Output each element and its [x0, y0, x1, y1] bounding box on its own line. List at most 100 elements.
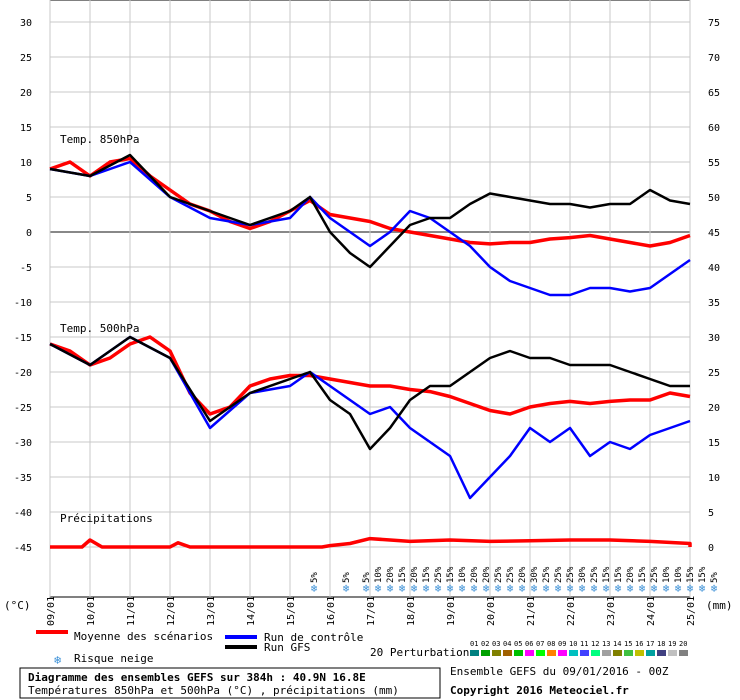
date-tick-label: 09/01 — [46, 596, 57, 626]
legend: Moyenne des scénarios Run de contrôle Ru… — [36, 630, 688, 667]
left-tick-label: 5 — [26, 193, 32, 204]
date-tick-label: 10/01 — [86, 596, 97, 626]
perturbation-number: 05 — [514, 640, 522, 648]
snow-risk-label: 20% — [626, 566, 636, 583]
series-line-precip — [50, 536, 692, 549]
right-tick-label: 10 — [708, 473, 720, 484]
footer-subtitle: Températures 850hPa et 500hPa (°C) , pré… — [28, 684, 399, 697]
right-tick-label: 25 — [708, 368, 720, 379]
snowflake-icon: ❄ — [507, 582, 514, 595]
date-tick-label: 24/01 — [646, 596, 657, 626]
label-temp-500: Temp. 500hPa — [60, 322, 139, 335]
snow-risk-label: 5% — [310, 572, 320, 583]
date-tick-label: 14/01 — [246, 596, 257, 626]
series-line-t500 — [49, 335, 691, 500]
legend-mean-label: Moyenne des scénarios — [74, 630, 213, 643]
date-tick-label: 15/01 — [286, 596, 297, 626]
snow-risk-label: 5% — [362, 572, 372, 583]
snow-risk-label: 15% — [422, 566, 432, 583]
date-tick-label: 20/01 — [486, 596, 497, 626]
perturbation-number: 20 — [679, 640, 687, 648]
snowflake-icon: ❄ — [483, 582, 490, 595]
snowflake-icon: ❄ — [495, 582, 502, 595]
legend-perturbations-label: 20 Perturbations — [370, 646, 476, 659]
perturbation-number: 13 — [602, 640, 610, 648]
snowflake-icon: ❄ — [399, 582, 406, 595]
footer-copyright: Copyright 2016 Meteociel.fr — [450, 684, 629, 697]
right-tick-label: 65 — [708, 88, 720, 99]
snow-risk-label: 15% — [638, 566, 648, 583]
snowflake-icon: ❄ — [639, 582, 646, 595]
snowflake-icon: ❄ — [435, 582, 442, 595]
right-tick-label: 60 — [708, 123, 720, 134]
perturbation-number: 07 — [536, 640, 544, 648]
perturbation-number: 01 — [470, 640, 478, 648]
series-line-t850 — [49, 156, 691, 248]
perturbation-swatch — [547, 650, 556, 656]
perturbation-swatch — [624, 650, 633, 656]
snowflake-icon: ❄ — [663, 582, 670, 595]
date-tick-label: 11/01 — [126, 596, 137, 626]
snowflake-icon: ❄ — [579, 582, 586, 595]
snowflake-icon: ❄ — [447, 582, 454, 595]
date-tick-label: 19/01 — [446, 596, 457, 626]
snow-risk-label: 20% — [518, 566, 528, 583]
perturbation-swatch — [536, 650, 545, 656]
perturbation-swatch — [492, 650, 501, 656]
left-tick-label: 25 — [20, 53, 32, 64]
right-tick-label: 70 — [708, 53, 720, 64]
label-precip: Précipitations — [60, 512, 153, 525]
right-tick-label: 45 — [708, 228, 720, 239]
perturbation-number: 17 — [646, 640, 654, 648]
snowflake-icon: ❄ — [603, 582, 610, 595]
date-tick-label: 17/01 — [366, 596, 377, 626]
left-tick-label: -10 — [14, 298, 32, 309]
snowflake-icon: ❄ — [615, 582, 622, 595]
snow-risk-label: 10% — [458, 566, 468, 583]
footer-title: Diagramme des ensembles GEFS sur 384h : … — [28, 671, 366, 684]
snow-risk-label: 15% — [698, 566, 708, 583]
left-tick-label: 15 — [20, 123, 32, 134]
snow-risk-label: 15% — [686, 566, 696, 583]
perturbation-swatch — [668, 650, 677, 656]
date-tick-label: 16/01 — [326, 596, 337, 626]
series-line-t500 — [49, 335, 690, 451]
snowflake-icon: ❄ — [555, 582, 562, 595]
snowflake-icon: ❄ — [687, 582, 694, 595]
perturbation-swatch — [679, 650, 688, 656]
snowflake-icon: ❄ — [54, 653, 61, 667]
snow-risk-label: 25% — [494, 566, 504, 583]
perturbation-number: 14 — [613, 640, 621, 648]
left-tick-label: -15 — [14, 333, 32, 344]
perturbation-number: 11 — [580, 640, 588, 648]
perturbation-swatch — [503, 650, 512, 656]
snowflake-icon: ❄ — [311, 582, 318, 595]
snow-risk-label: 20% — [410, 566, 420, 583]
snow-risk-label: 10% — [374, 566, 384, 583]
legend-gfs-label: Run GFS — [264, 641, 310, 654]
snowflake-icon: ❄ — [675, 582, 682, 595]
footer-box — [19, 667, 441, 699]
legend-control-label: Run de contrôle — [264, 631, 363, 644]
snow-risk-label: 25% — [506, 566, 516, 583]
perturbation-number: 06 — [525, 640, 533, 648]
snowflake-icon: ❄ — [699, 582, 706, 595]
snow-risk-label: 25% — [590, 566, 600, 583]
perturbation-swatch — [646, 650, 655, 656]
perturbation-swatch — [470, 650, 479, 656]
series-line-t850 — [49, 153, 691, 269]
perturbation-number: 19 — [668, 640, 676, 648]
perturbation-swatch — [525, 650, 534, 656]
grid — [49, 0, 691, 597]
right-tick-label: 35 — [708, 298, 720, 309]
snowflake-icon: ❄ — [519, 582, 526, 595]
right-tick-label: 0 — [708, 543, 714, 554]
snowflake-icon: ❄ — [411, 582, 418, 595]
snow-risk-label: 25% — [542, 566, 552, 583]
left-tick-label: 20 — [20, 88, 32, 99]
snowflake-icon: ❄ — [531, 582, 538, 595]
series-group — [49, 153, 692, 549]
label-temp-850: Temp. 850hPa — [60, 133, 139, 146]
snowflake-icon: ❄ — [423, 582, 430, 595]
left-tick-label: -40 — [14, 508, 32, 519]
